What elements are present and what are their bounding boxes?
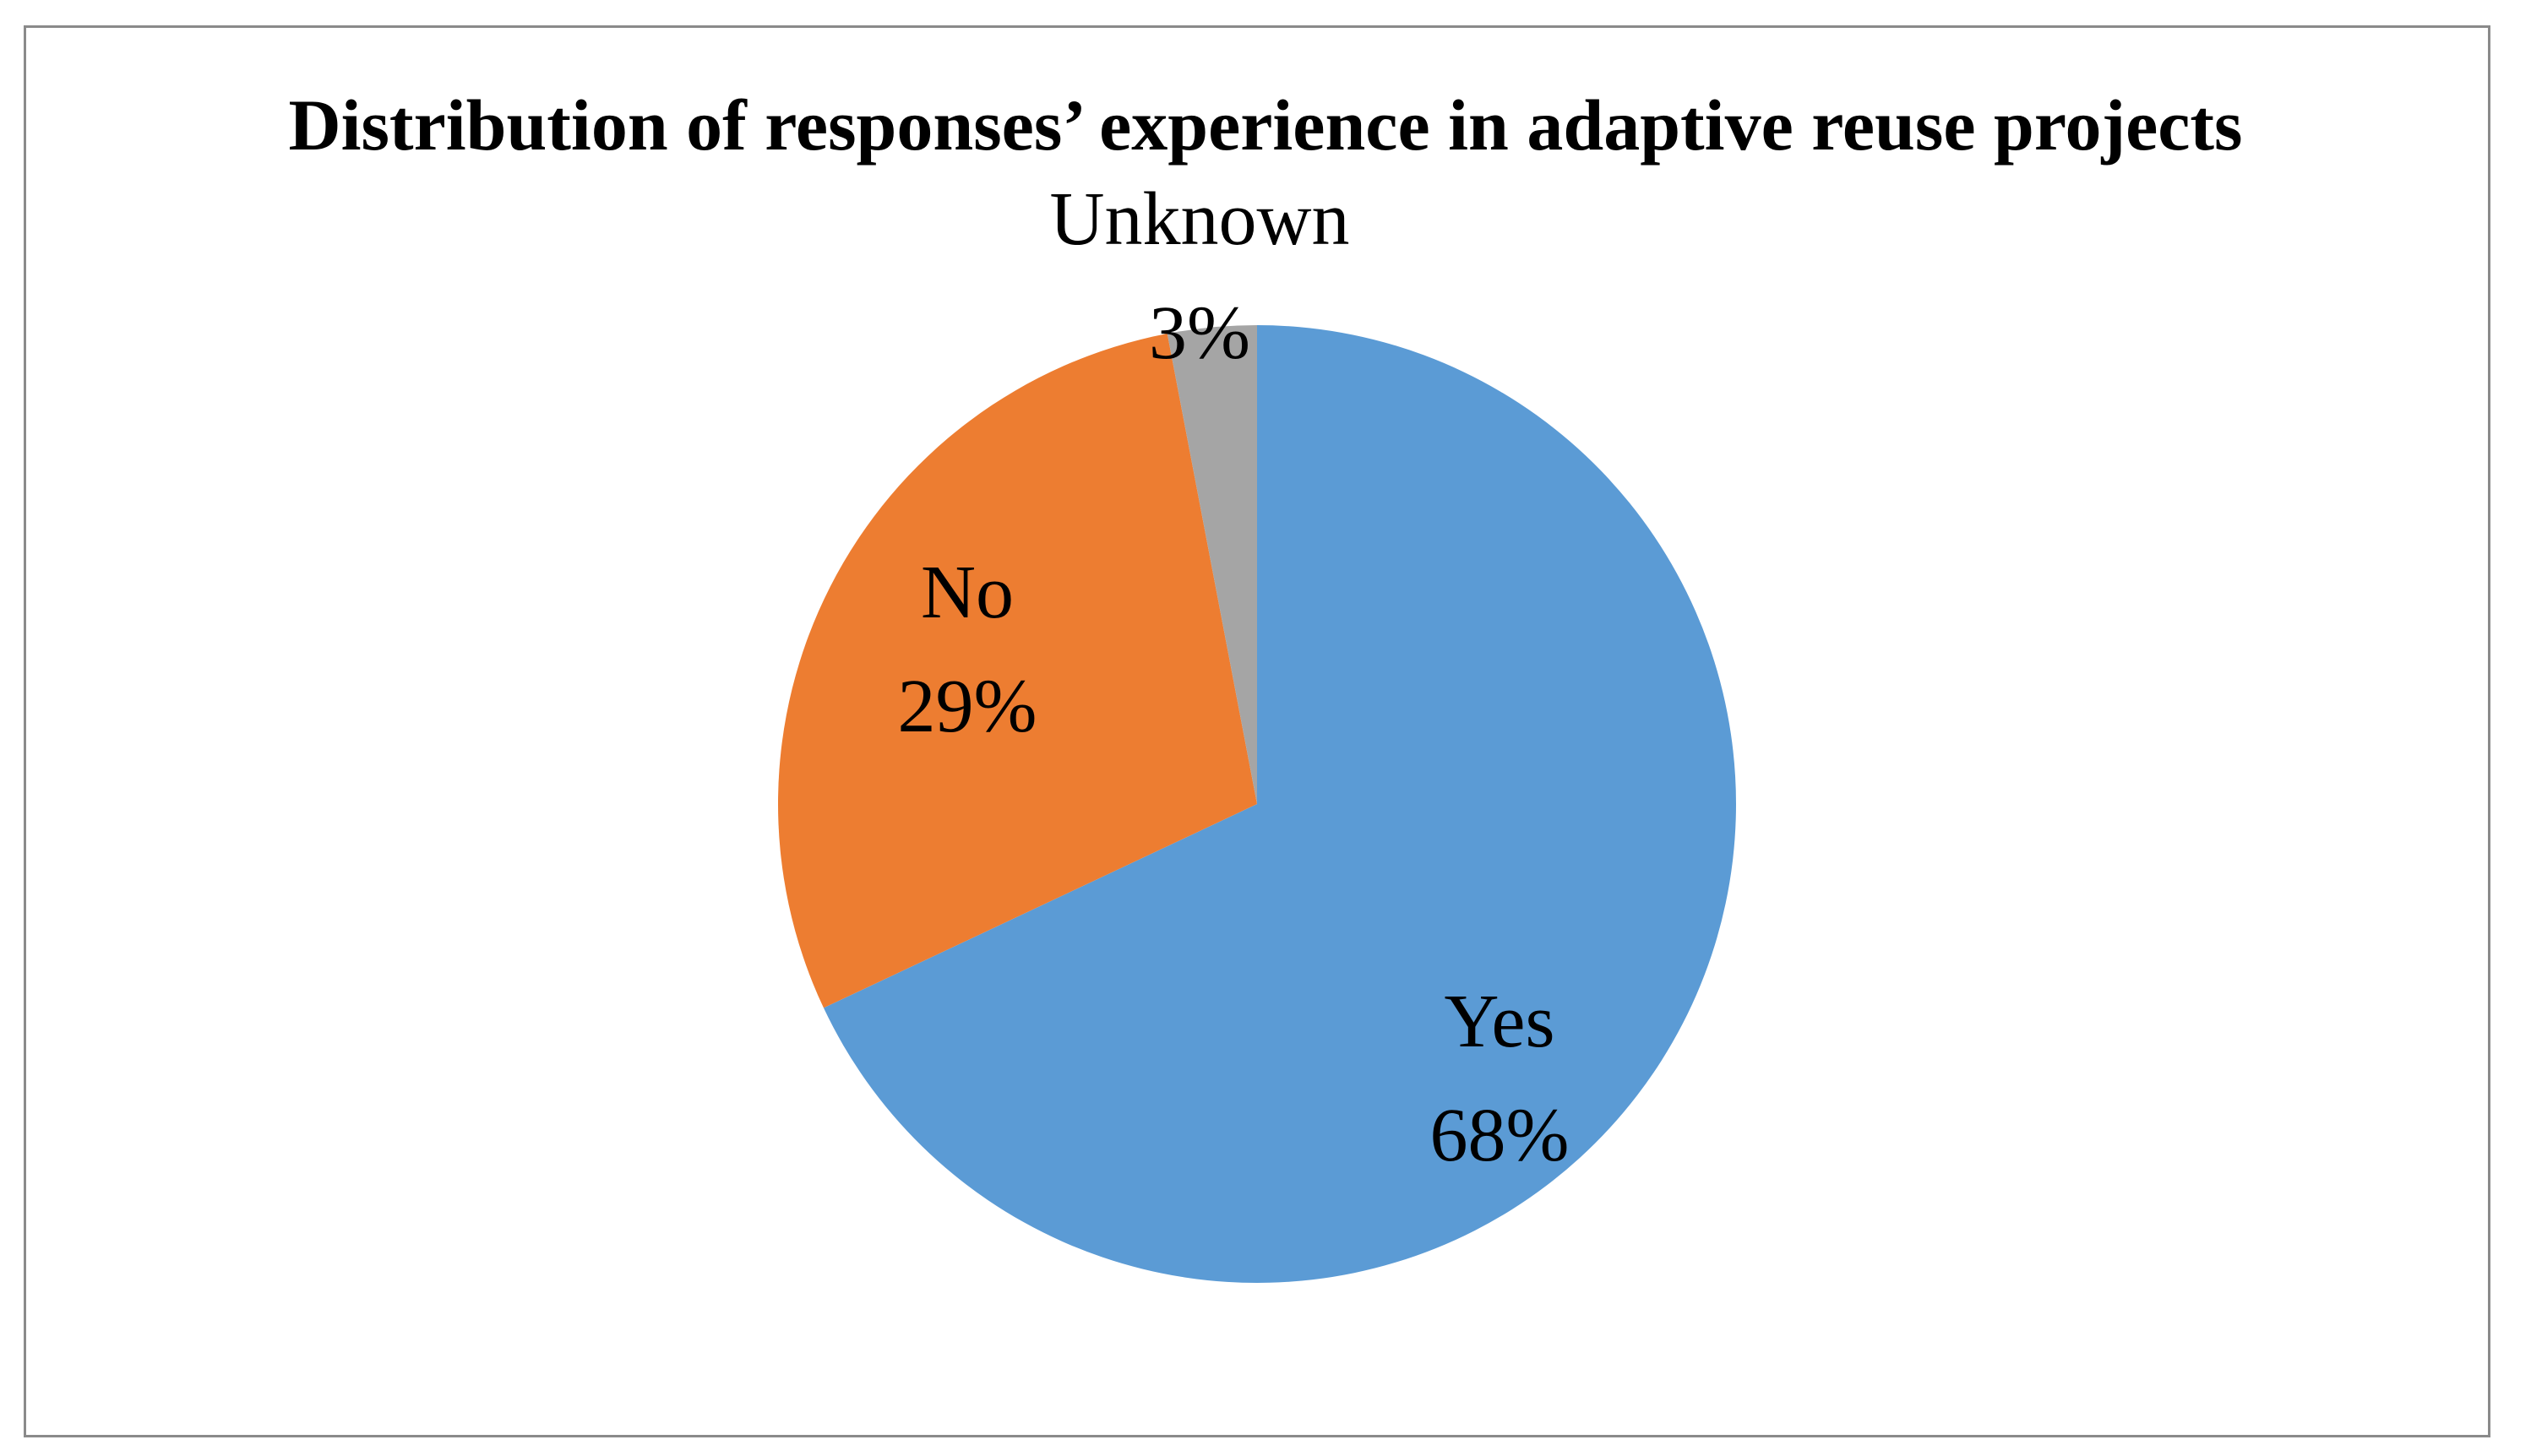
pie-slice-no xyxy=(777,334,1257,1008)
slice-label-unknown-name: Unknown xyxy=(1049,177,1350,261)
chart-title: Distribution of responses’ experience in… xyxy=(288,84,2243,166)
slice-label-no: No 29% xyxy=(898,535,1037,763)
slice-label-no-name: No xyxy=(920,551,1014,634)
slice-label-no-pct: 29% xyxy=(897,665,1037,748)
slice-label-yes-name: Yes xyxy=(1444,980,1555,1063)
slice-label-unknown: Unknown 3% xyxy=(1050,162,1350,390)
slice-label-unknown-pct: 3% xyxy=(1149,291,1250,375)
slice-label-yes-pct: 68% xyxy=(1429,1094,1570,1177)
slice-label-yes: Yes 68% xyxy=(1430,964,1570,1193)
pie-slice-yes xyxy=(823,325,1736,1283)
pie-slice-unknown xyxy=(1167,325,1257,804)
